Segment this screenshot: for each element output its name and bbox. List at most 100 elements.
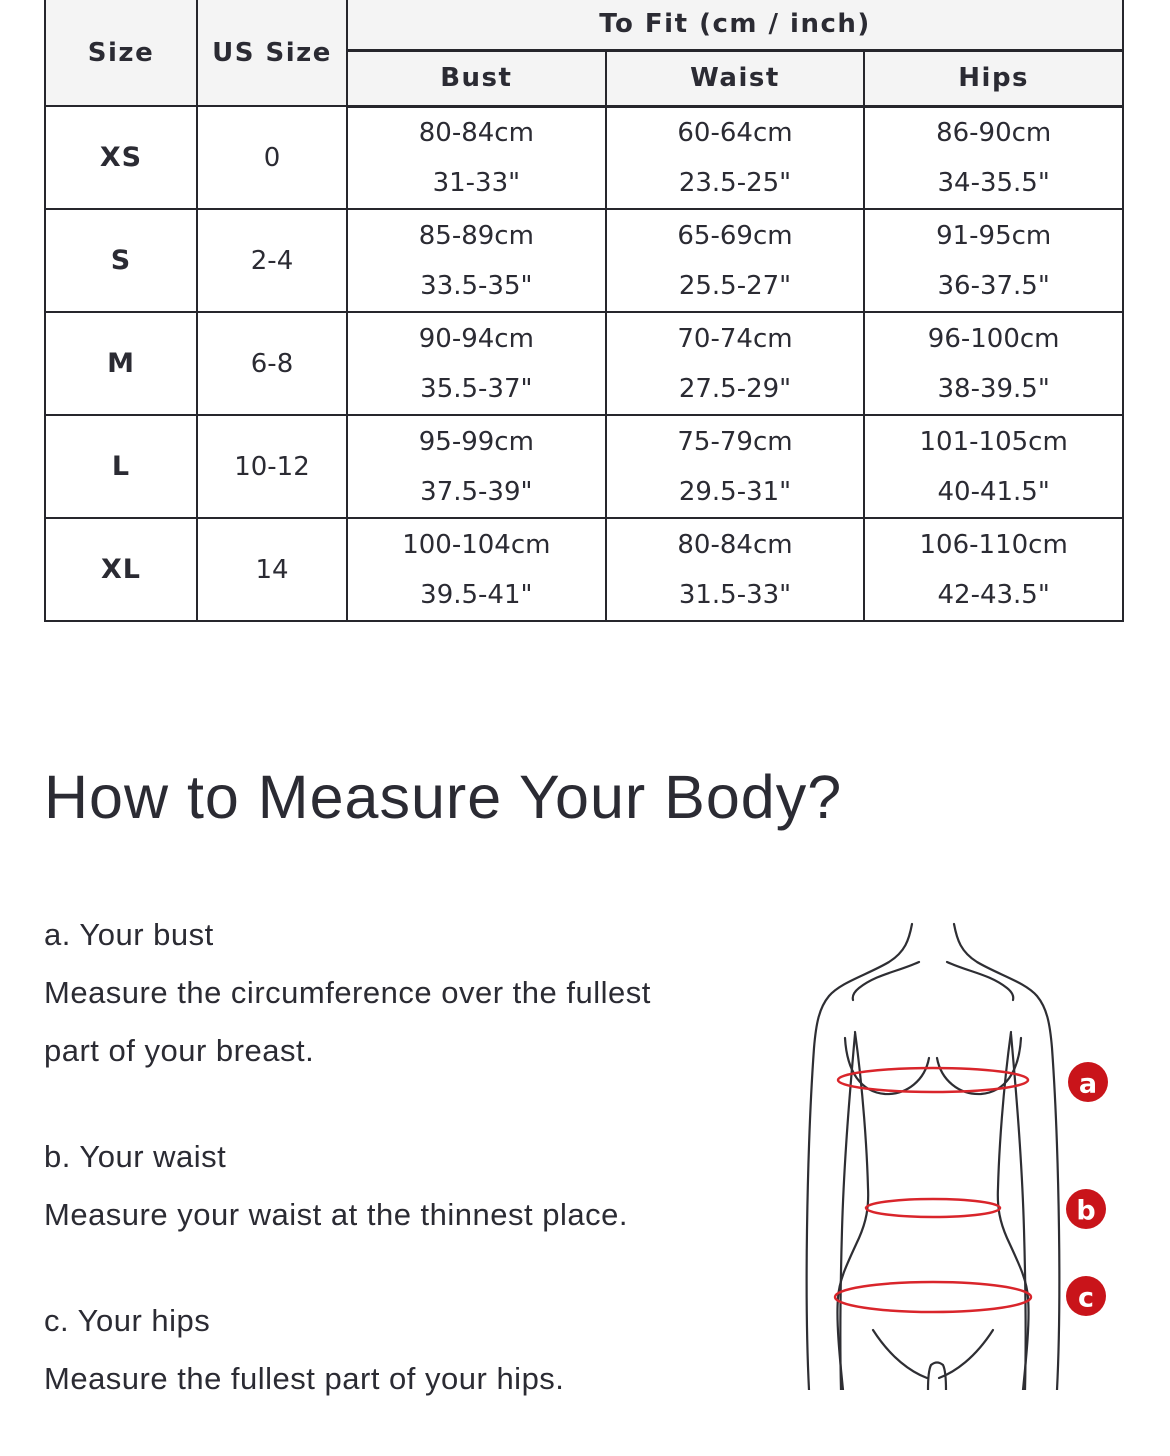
breast-left bbox=[843, 1036, 931, 1096]
size-label: XL bbox=[44, 517, 198, 622]
bust-value: 100-104cm 39.5-41" bbox=[346, 517, 607, 622]
hips-value: 106-110cm 42-43.5" bbox=[863, 517, 1124, 622]
size-chart-header: Size US Size To Fit (cm / inch) Bust Wai… bbox=[44, 0, 1124, 108]
bust-cm: 85-89cm bbox=[418, 220, 534, 251]
bust-cm: 90-94cm bbox=[418, 323, 534, 354]
bust-inch: 35.5-37" bbox=[420, 373, 533, 404]
figure-outline-left bbox=[805, 922, 914, 1390]
table-row-xl: XL 14 100-104cm 39.5-41" 80-84cm 31.5-33… bbox=[44, 517, 1124, 622]
waist-cm: 70-74cm bbox=[677, 323, 793, 354]
body-measurement-diagram: a b c bbox=[793, 920, 1125, 1390]
table-row-m: M 6-8 90-94cm 35.5-37" 70-74cm 27.5-29" … bbox=[44, 311, 1124, 416]
measure-badges: a b c bbox=[1066, 1062, 1108, 1316]
instruction-bust: a. Your bust Measure the circumference o… bbox=[44, 906, 814, 1080]
groin-fold-right bbox=[937, 1328, 995, 1380]
hips-inch: 36-37.5" bbox=[937, 270, 1050, 301]
page-title: How to Measure Your Body? bbox=[44, 763, 843, 831]
instruction-text-line: part of your breast. bbox=[44, 1033, 315, 1068]
waist-value: 70-74cm 27.5-29" bbox=[604, 311, 866, 416]
instruction-text-line: Measure the circumference over the fulle… bbox=[44, 975, 651, 1010]
badge-a-label: a bbox=[1079, 1069, 1097, 1100]
torso-side-right bbox=[996, 1030, 1030, 1390]
clavicle-left bbox=[851, 960, 921, 1002]
us-size-value: 0 bbox=[196, 105, 348, 210]
figure-outline-right bbox=[952, 922, 1061, 1390]
breast-right bbox=[935, 1036, 1023, 1096]
hips-cm: 91-95cm bbox=[936, 220, 1052, 251]
hips-value: 96-100cm 38-39.5" bbox=[863, 311, 1124, 416]
hips-cm: 86-90cm bbox=[936, 117, 1052, 148]
hips-inch: 42-43.5" bbox=[937, 579, 1050, 610]
size-guide-page: { "table": { "headers": { "size": "Size"… bbox=[44, 0, 1124, 1396]
instruction-text-line: Measure the fullest part of your hips. bbox=[44, 1361, 565, 1396]
header-waist: Waist bbox=[604, 49, 866, 108]
instruction-waist: b. Your waist Measure your waist at the … bbox=[44, 1128, 814, 1244]
instruction-hips: c. Your hips Measure the fullest part of… bbox=[44, 1292, 814, 1408]
waist-inch: 25.5-27" bbox=[678, 270, 792, 301]
header-us-size: US Size bbox=[196, 0, 348, 107]
bust-value: 85-89cm 33.5-35" bbox=[346, 208, 607, 313]
hips-value: 91-95cm 36-37.5" bbox=[863, 208, 1124, 313]
header-bust: Bust bbox=[346, 49, 607, 108]
badge-c-label: c bbox=[1078, 1283, 1094, 1314]
instruction-title: c. Your hips bbox=[44, 1303, 211, 1338]
us-size-value: 10-12 bbox=[196, 414, 348, 519]
badge-c-circle bbox=[1066, 1276, 1106, 1316]
waist-inch: 23.5-25" bbox=[678, 167, 792, 198]
bust-inch: 31-33" bbox=[432, 167, 521, 198]
table-row-s: S 2-4 85-89cm 33.5-35" 65-69cm 25.5-27" … bbox=[44, 208, 1124, 313]
hips-cm: 96-100cm bbox=[927, 323, 1060, 354]
instruction-title: a. Your bust bbox=[44, 917, 214, 952]
hips-cm: 101-105cm bbox=[919, 426, 1068, 457]
bust-inch: 37.5-39" bbox=[420, 476, 533, 507]
waist-cm: 60-64cm bbox=[677, 117, 793, 148]
crotch-mark bbox=[926, 1361, 948, 1390]
hips-inch: 40-41.5" bbox=[937, 476, 1050, 507]
bust-cm: 100-104cm bbox=[402, 529, 551, 560]
waist-cm: 75-79cm bbox=[677, 426, 793, 457]
hips-inch: 34-35.5" bbox=[937, 167, 1050, 198]
table-row-xs: XS 0 80-84cm 31-33" 60-64cm 23.5-25" 86-… bbox=[44, 105, 1124, 210]
waist-cm: 65-69cm bbox=[677, 220, 793, 251]
badge-a-circle bbox=[1068, 1062, 1108, 1102]
waist-inch: 31.5-33" bbox=[678, 579, 792, 610]
hips-value: 101-105cm 40-41.5" bbox=[863, 414, 1124, 519]
size-label: XS bbox=[44, 105, 198, 210]
measure-instructions: a. Your bust Measure the circumference o… bbox=[44, 906, 814, 1456]
size-chart-table: Size US Size To Fit (cm / inch) Bust Wai… bbox=[44, 0, 1124, 622]
waist-value: 75-79cm 29.5-31" bbox=[604, 414, 866, 519]
badge-b-circle bbox=[1066, 1189, 1106, 1229]
bust-value: 95-99cm 37.5-39" bbox=[346, 414, 607, 519]
us-size-value: 14 bbox=[196, 517, 348, 622]
waist-value: 80-84cm 31.5-33" bbox=[604, 517, 866, 622]
bust-cm: 80-84cm bbox=[418, 117, 534, 148]
us-size-value: 2-4 bbox=[196, 208, 348, 313]
bust-cm: 95-99cm bbox=[418, 426, 534, 457]
bust-value: 80-84cm 31-33" bbox=[346, 105, 607, 210]
bust-measure-line bbox=[836, 1066, 1030, 1094]
hips-value: 86-90cm 34-35.5" bbox=[863, 105, 1124, 210]
waist-inch: 29.5-31" bbox=[678, 476, 792, 507]
us-size-value: 6-8 bbox=[196, 311, 348, 416]
bust-value: 90-94cm 35.5-37" bbox=[346, 311, 607, 416]
torso-figure-illustration: a b c bbox=[805, 922, 1108, 1390]
table-row-l: L 10-12 95-99cm 37.5-39" 75-79cm 29.5-31… bbox=[44, 414, 1124, 519]
size-label: L bbox=[44, 414, 198, 519]
size-chart: Size US Size To Fit (cm / inch) Bust Wai… bbox=[44, 0, 1124, 622]
hips-cm: 106-110cm bbox=[919, 529, 1068, 560]
groin-fold-left bbox=[871, 1328, 929, 1380]
torso-side-left bbox=[836, 1030, 870, 1390]
waist-measure-line bbox=[864, 1197, 1002, 1219]
size-label: S bbox=[44, 208, 198, 313]
bust-inch: 33.5-35" bbox=[420, 270, 533, 301]
bust-inch: 39.5-41" bbox=[420, 579, 533, 610]
waist-value: 60-64cm 23.5-25" bbox=[604, 105, 866, 210]
instruction-text-line: Measure your waist at the thinnest place… bbox=[44, 1197, 628, 1232]
instruction-title: b. Your waist bbox=[44, 1139, 227, 1174]
waist-inch: 27.5-29" bbox=[678, 373, 792, 404]
badge-b-label: b bbox=[1076, 1196, 1095, 1227]
waist-cm: 80-84cm bbox=[677, 529, 793, 560]
header-to-fit: To Fit (cm / inch) bbox=[346, 0, 1124, 52]
hips-measure-line bbox=[833, 1280, 1033, 1314]
header-hips: Hips bbox=[863, 49, 1124, 108]
